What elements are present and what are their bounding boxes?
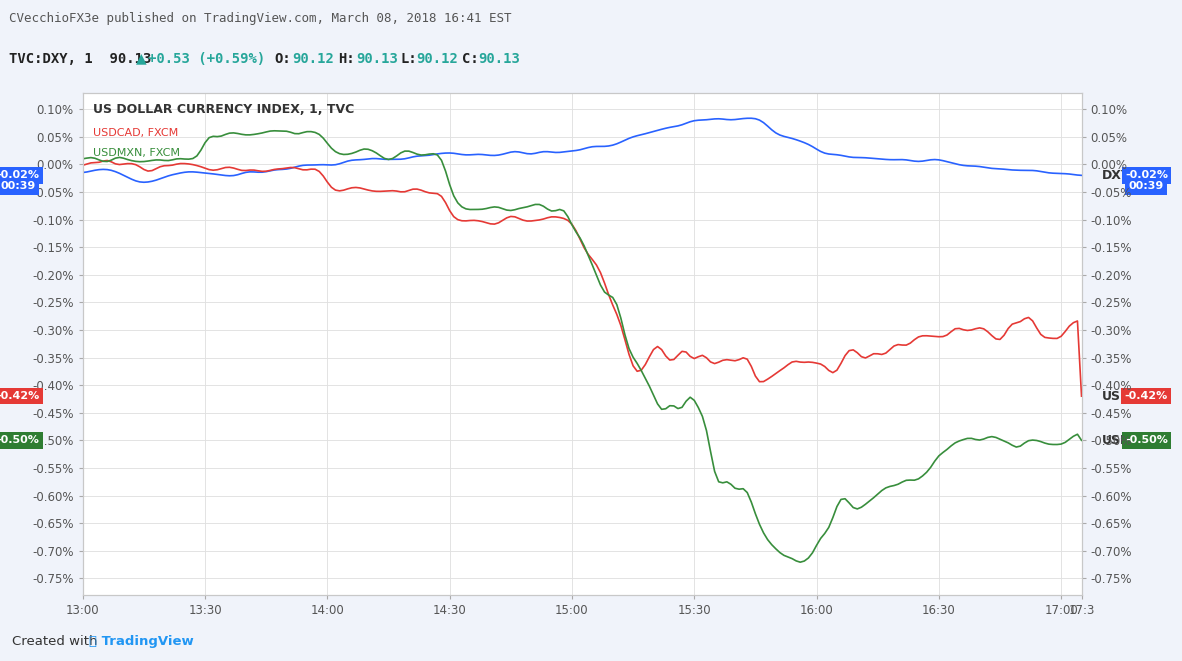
Text: H:: H: — [338, 52, 355, 65]
Text: C:: C: — [462, 52, 479, 65]
Text: Created with: Created with — [12, 635, 106, 648]
Text: USDMXN, FXCM: USDMXN, FXCM — [92, 148, 180, 158]
Text: -0.50%: -0.50% — [1125, 436, 1168, 446]
Text: CVecchioFX3e published on TradingView.com, March 08, 2018 16:41 EST: CVecchioFX3e published on TradingView.co… — [9, 12, 512, 25]
Text: +0.53 (+0.59%): +0.53 (+0.59%) — [148, 52, 281, 65]
Text: USDMXN: USDMXN — [1102, 434, 1163, 447]
Text: -0.42%: -0.42% — [1125, 391, 1168, 401]
Text: O:: O: — [274, 52, 291, 65]
Text: L:: L: — [401, 52, 417, 65]
Text: USDCAD: USDCAD — [1102, 390, 1160, 403]
Text: 00:39: 00:39 — [1129, 181, 1164, 192]
Text: ▲: ▲ — [136, 52, 147, 65]
Text: 90.12: 90.12 — [416, 52, 457, 65]
Text: -0.02%: -0.02% — [0, 171, 39, 180]
Text: -0.50%: -0.50% — [0, 436, 39, 446]
Text: 90.13: 90.13 — [479, 52, 520, 65]
Text: 00:39: 00:39 — [0, 181, 35, 192]
Text: US DOLLAR CURRENCY INDEX, 1, TVC: US DOLLAR CURRENCY INDEX, 1, TVC — [92, 102, 353, 116]
Text: -0.42%: -0.42% — [0, 391, 39, 401]
Text: TVC:DXY, 1  90.13: TVC:DXY, 1 90.13 — [9, 52, 161, 65]
Text: 90.13: 90.13 — [356, 52, 397, 65]
Text: -0.02%: -0.02% — [1125, 171, 1168, 180]
Text: DXY: DXY — [1102, 169, 1130, 182]
Text: USDCAD, FXCM: USDCAD, FXCM — [92, 128, 178, 137]
Text: 90.12: 90.12 — [292, 52, 333, 65]
Text: ⛰ TradingView: ⛰ TradingView — [89, 635, 194, 648]
